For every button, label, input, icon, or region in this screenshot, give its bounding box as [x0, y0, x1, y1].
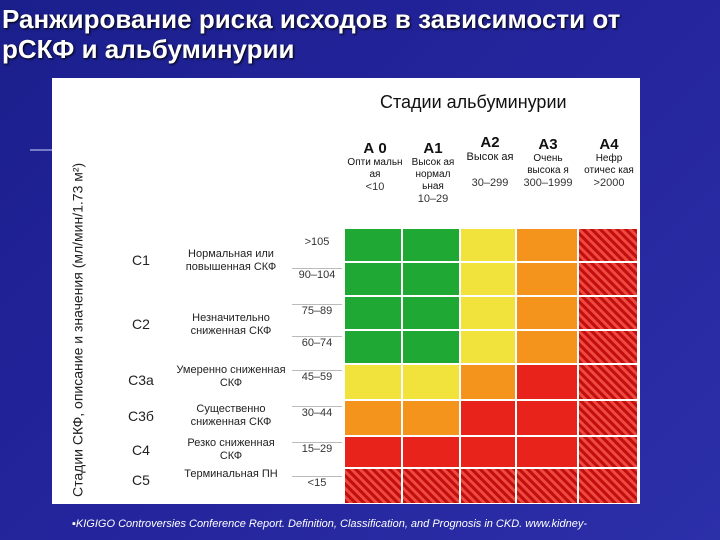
risk-cell [344, 436, 402, 468]
risk-cell [402, 400, 460, 436]
gfr-stage-c1: С1 [132, 252, 150, 268]
alb-col-desc: Нефр отичес кая [584, 153, 634, 176]
risk-cell [516, 296, 578, 330]
gfr-stage-c5: С5 [132, 472, 150, 488]
risk-cell [344, 228, 402, 262]
alb-col-a3: А3 Очень высока я 300–1999 [518, 136, 578, 189]
gfr-range: <15 [292, 476, 342, 489]
risk-cell [578, 228, 638, 262]
gfr-desc-c2: Незначительно сниженная СКФ [190, 312, 272, 337]
reference-text: KIGIGO Controversies Conference Report. … [75, 518, 588, 530]
gfr-range: 45–59 [292, 370, 342, 383]
gfr-desc-c3b: Существенно сниженная СКФ [190, 403, 272, 428]
alb-col-range: <10 [365, 181, 385, 193]
gfr-desc-c4: Резко сниженная СКФ [187, 437, 275, 462]
risk-cell [516, 436, 578, 468]
gfr-range: 15–29 [292, 442, 342, 455]
gfr-stage-c4: С4 [132, 442, 150, 458]
gfr-desc-c3a: Умеренно сниженная СКФ [176, 364, 286, 389]
gfr-stage-c2: С2 [132, 316, 150, 332]
risk-cell [516, 364, 578, 400]
alb-col-code: А1 [423, 140, 443, 157]
risk-cell [578, 468, 638, 504]
risk-cell [516, 228, 578, 262]
risk-cell [516, 330, 578, 364]
alb-col-range: 10–29 [417, 193, 449, 205]
alb-col-desc: Высок ая нормал ьная [411, 157, 455, 192]
risk-cell [460, 436, 516, 468]
risk-cell [344, 364, 402, 400]
risk-cell [578, 436, 638, 468]
risk-cell [578, 400, 638, 436]
alb-col-desc: Очень высока я [527, 153, 569, 176]
risk-cell [344, 330, 402, 364]
risk-cell [402, 468, 460, 504]
gfr-range: 90–104 [292, 268, 342, 281]
risk-cell [516, 400, 578, 436]
risk-cell [402, 262, 460, 296]
risk-cell [578, 364, 638, 400]
alb-col-code: А 0 [363, 140, 387, 157]
alb-col-code: А3 [538, 136, 558, 153]
title-line-2: рСКФ и альбуминурии [2, 34, 295, 64]
reference-note: ▪KIGIGO Controversies Conference Report.… [72, 518, 712, 530]
gfr-stage-c3a: С3а [128, 372, 154, 388]
alb-col-a2: А2 Высок ая 30–299 [462, 134, 518, 189]
risk-cell [578, 296, 638, 330]
risk-cell [402, 228, 460, 262]
gfr-range: 30–44 [292, 406, 342, 419]
albuminuria-title: Стадии альбуминурии [380, 92, 567, 112]
gfr-desc-c5: Терминальная ПН [184, 468, 278, 480]
gfr-range: 60–74 [292, 336, 342, 349]
gfr-range: 75–89 [292, 304, 342, 317]
gfr-stage-c3b: С3б [128, 408, 154, 424]
alb-col-range: 30–299 [471, 177, 509, 189]
bullet-icon: ▪ [72, 518, 76, 530]
alb-col-a0: А 0 Опти мальн ая <10 [346, 140, 404, 193]
alb-col-code: А4 [599, 136, 619, 153]
risk-cell [578, 262, 638, 296]
gfr-range: >105 [304, 236, 330, 248]
risk-cell [402, 436, 460, 468]
gfr-desc-c1: Нормальная или повышенная СКФ [185, 248, 277, 273]
alb-col-range: 300–1999 [523, 177, 573, 189]
alb-col-a1: А1 Высок ая нормал ьная 10–29 [404, 140, 462, 205]
alb-col-desc: Опти мальн ая [347, 157, 403, 180]
risk-cell [460, 468, 516, 504]
risk-cell [460, 364, 516, 400]
page-title: Ранжирование риска исходов в зависимости… [2, 4, 718, 64]
risk-cell [402, 330, 460, 364]
risk-cell [344, 262, 402, 296]
risk-cell [344, 468, 402, 504]
risk-cell [516, 262, 578, 296]
risk-cell [516, 468, 578, 504]
risk-cell [402, 296, 460, 330]
gfr-axis-title: Стадии СКФ, описание и значения (мл/мин/… [52, 163, 104, 502]
risk-cell [344, 296, 402, 330]
risk-cell [460, 262, 516, 296]
alb-col-code: А2 [480, 134, 500, 151]
risk-cell [344, 400, 402, 436]
risk-cell [460, 330, 516, 364]
risk-cell [402, 364, 460, 400]
risk-cell [578, 330, 638, 364]
title-line-1: Ранжирование риска исходов в зависимости… [2, 4, 621, 34]
risk-cell [460, 400, 516, 436]
risk-cell [460, 228, 516, 262]
alb-col-range: >2000 [593, 177, 625, 189]
alb-col-a4: А4 Нефр отичес кая >2000 [580, 136, 638, 189]
risk-cell [460, 296, 516, 330]
alb-col-desc: Высок ая [466, 151, 514, 163]
